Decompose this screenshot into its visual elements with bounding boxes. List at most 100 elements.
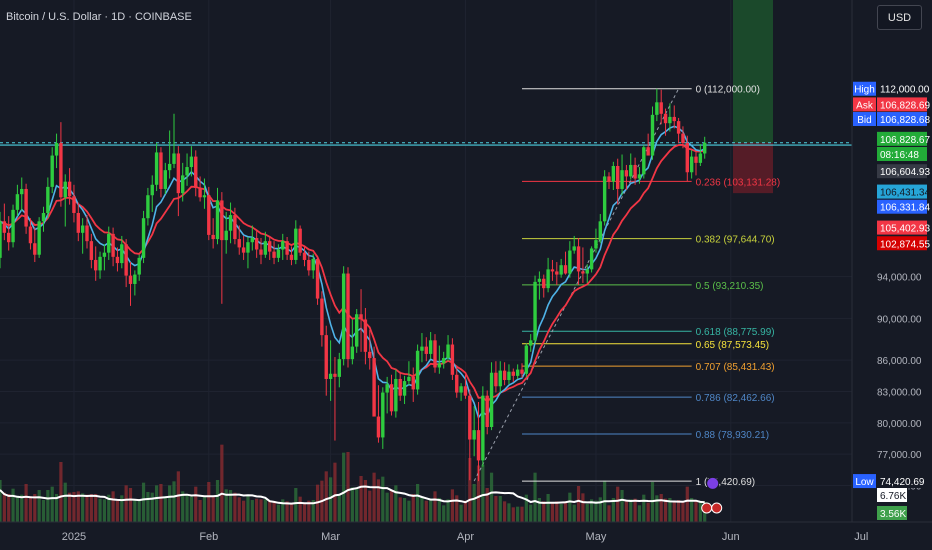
candle bbox=[11, 204, 15, 248]
price-label-0: 112,000.00 bbox=[880, 85, 930, 96]
x-tick-label-4: May bbox=[586, 531, 607, 543]
symbol-title: Bitcoin / U.S. Dollar · 1D · COINBASE bbox=[6, 11, 192, 23]
price-tag-10: Low bbox=[855, 477, 874, 488]
volume-bar bbox=[398, 497, 402, 522]
candle bbox=[402, 375, 407, 405]
candle bbox=[694, 151, 698, 176]
candle bbox=[7, 216, 11, 251]
candle bbox=[59, 122, 63, 207]
candle bbox=[550, 259, 555, 281]
candle bbox=[302, 246, 307, 267]
volume-bar bbox=[159, 484, 163, 522]
volume-bar bbox=[302, 503, 307, 522]
volume-bar bbox=[481, 464, 485, 522]
volume-label-0: 6.76K bbox=[880, 491, 906, 502]
volume-label-1: 3.56K bbox=[880, 509, 906, 520]
volume-bar bbox=[489, 472, 494, 522]
candle bbox=[398, 371, 402, 401]
volume-bar bbox=[663, 498, 668, 522]
candle bbox=[124, 239, 128, 288]
candle bbox=[54, 133, 59, 169]
candle bbox=[624, 164, 629, 191]
candle bbox=[520, 363, 524, 378]
candle bbox=[668, 103, 672, 132]
candle bbox=[0, 211, 2, 269]
candle bbox=[424, 337, 428, 362]
volume-bar bbox=[450, 489, 454, 522]
volume-bar bbox=[307, 500, 311, 522]
price-label-box-10 bbox=[877, 474, 927, 489]
y-tick-label-1: 90,000.00 bbox=[877, 314, 922, 325]
loss-zone bbox=[733, 142, 773, 194]
volume-bar bbox=[20, 494, 24, 522]
candle bbox=[307, 251, 311, 276]
candle bbox=[563, 251, 568, 275]
volume-bar bbox=[350, 487, 354, 522]
fib-level-label-3: 0.5 (93,210.35) bbox=[696, 281, 764, 292]
volume-bar bbox=[685, 486, 689, 522]
volume-bar bbox=[11, 488, 15, 522]
candle bbox=[211, 218, 215, 249]
volume-label-box-1 bbox=[877, 506, 907, 520]
volume-bar bbox=[181, 491, 185, 522]
candle bbox=[642, 145, 646, 179]
candle bbox=[154, 143, 159, 192]
candle bbox=[328, 340, 333, 401]
candle bbox=[589, 246, 594, 273]
candle bbox=[172, 113, 176, 169]
flag-event-icon bbox=[711, 502, 723, 514]
volume-label-box-0 bbox=[877, 488, 907, 502]
volume-bar bbox=[337, 494, 341, 522]
candle bbox=[703, 136, 707, 159]
volume-bar bbox=[537, 498, 541, 522]
volume-bar bbox=[346, 452, 350, 522]
volume-bar bbox=[616, 486, 620, 522]
volume-bar bbox=[655, 495, 659, 522]
candle bbox=[681, 126, 685, 149]
candle bbox=[72, 184, 76, 223]
x-tick-label-1: Feb bbox=[199, 531, 218, 543]
volume-bar bbox=[385, 492, 389, 522]
candle bbox=[285, 236, 289, 260]
volume-bar bbox=[363, 480, 367, 522]
volume-bar bbox=[607, 505, 611, 522]
candle bbox=[672, 105, 676, 129]
candle bbox=[133, 270, 137, 296]
volume-bar bbox=[33, 494, 37, 522]
candle bbox=[146, 187, 150, 226]
candle bbox=[559, 258, 563, 278]
y-tick-label-4: 80,000.00 bbox=[877, 419, 922, 430]
x-tick-label-6: Jul bbox=[854, 531, 868, 543]
volume-bar bbox=[128, 488, 133, 522]
price-label-box-1 bbox=[877, 97, 927, 112]
volume-bar bbox=[642, 494, 646, 522]
volume-bar bbox=[442, 505, 446, 522]
currency-button[interactable]: USD bbox=[877, 5, 922, 30]
volume-bar bbox=[54, 494, 59, 522]
volume-bar bbox=[172, 481, 176, 522]
candle bbox=[433, 334, 437, 373]
price-tag-box-10 bbox=[853, 474, 876, 489]
y-tick-label-2: 86,000.00 bbox=[877, 356, 922, 367]
candle bbox=[102, 244, 107, 271]
candle bbox=[341, 266, 346, 366]
candle bbox=[298, 225, 302, 256]
volume-bar bbox=[498, 496, 502, 522]
candle bbox=[120, 235, 124, 269]
volume-bar bbox=[76, 491, 80, 522]
volume-bar bbox=[368, 490, 372, 522]
candle bbox=[655, 88, 659, 122]
volume-bar bbox=[381, 476, 385, 522]
candle bbox=[254, 230, 259, 258]
candle bbox=[616, 158, 620, 205]
price-label-box-0 bbox=[877, 81, 927, 96]
candle bbox=[372, 346, 376, 417]
volume-bar bbox=[68, 492, 72, 522]
volume-bar bbox=[102, 499, 106, 522]
fib-level-label-5: 0.65 (87,573.45) bbox=[696, 340, 769, 351]
candle bbox=[94, 246, 98, 281]
candle bbox=[637, 167, 642, 184]
price-tag-box-2 bbox=[853, 112, 876, 127]
